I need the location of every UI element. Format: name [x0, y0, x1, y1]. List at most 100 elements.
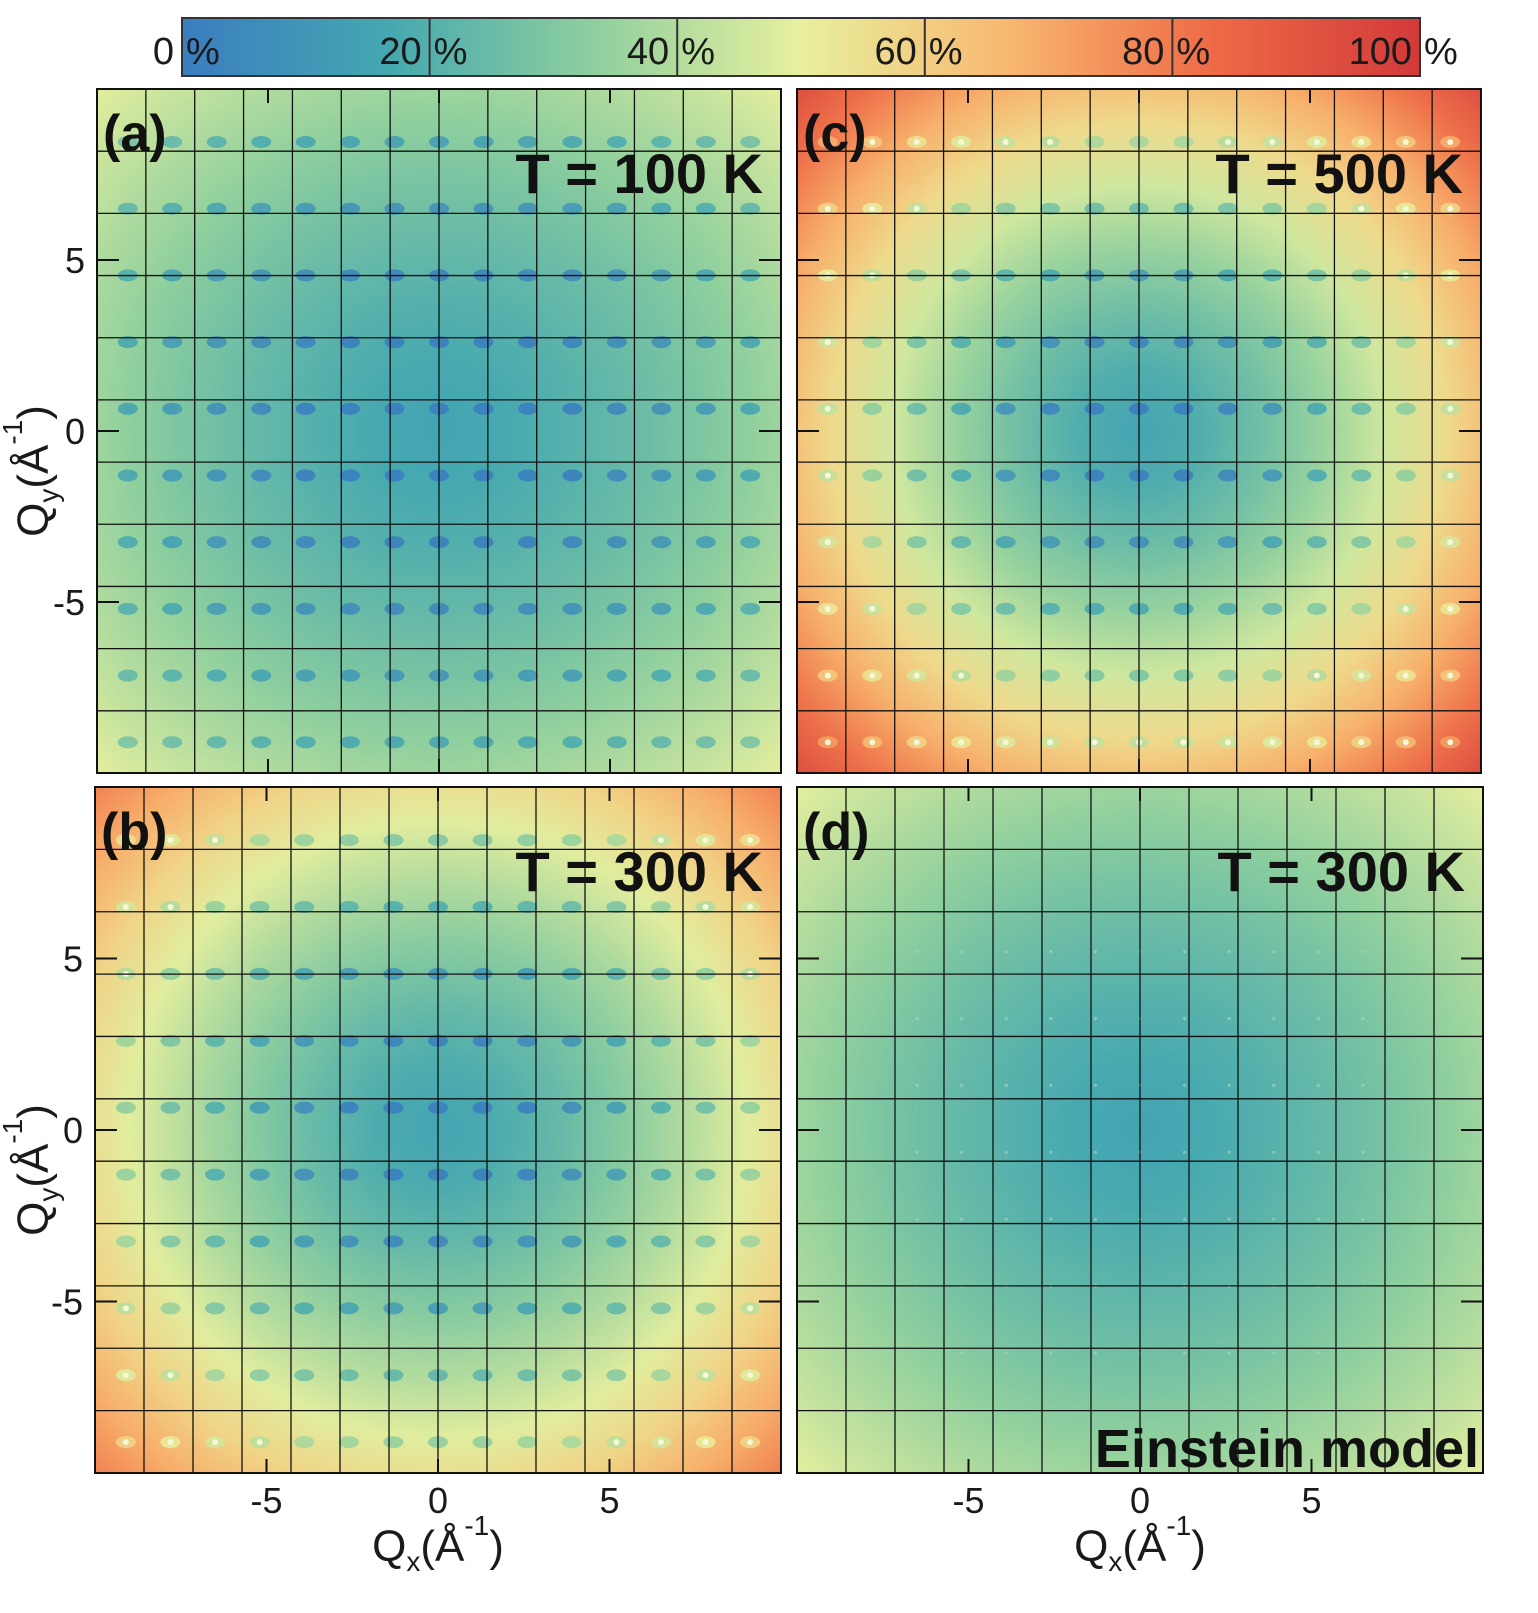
bragg-spot: [295, 469, 316, 482]
bragg-spot: [205, 901, 226, 914]
bragg-spot: [651, 336, 672, 349]
bragg-spot-core: [1447, 672, 1454, 679]
bragg-spot: [160, 1034, 181, 1047]
bragg-spot-core: [1358, 672, 1365, 679]
bragg-spot: [862, 336, 883, 349]
colorbar-unit-label: %: [929, 31, 963, 73]
bragg-spot: [340, 736, 361, 749]
bragg-spot: [1217, 336, 1238, 349]
bragg-spot-core: [1313, 139, 1320, 146]
bragg-spot: [295, 336, 316, 349]
bragg-spot: [1049, 1083, 1053, 1088]
bragg-spot: [561, 1101, 582, 1114]
heatmap-content: [97, 89, 781, 773]
bragg-spot: [249, 1302, 270, 1315]
temperature-label: T = 100 K: [516, 142, 763, 205]
bragg-spot: [1049, 950, 1053, 954]
bragg-spot: [651, 736, 672, 749]
bragg-spot: [338, 1235, 359, 1248]
bragg-spot: [384, 402, 405, 415]
bragg-spot: [340, 669, 361, 682]
bragg-spot: [517, 602, 538, 615]
panel-d: (d) T = 300 K Einstein model: [796, 786, 1484, 1479]
bragg-spot: [1182, 1083, 1187, 1088]
bragg-spot: [517, 1235, 538, 1248]
bragg-spot: [338, 834, 359, 847]
y-tick-label: -5: [51, 1282, 83, 1323]
bragg-spot: [473, 602, 494, 615]
bragg-spot: [906, 469, 927, 482]
bragg-spot: [561, 1168, 582, 1181]
bragg-spot: [249, 901, 270, 914]
bragg-spot: [650, 1168, 671, 1181]
bragg-spot-core: [824, 539, 831, 546]
bragg-spot: [695, 1302, 716, 1315]
bragg-spot: [906, 602, 927, 615]
x-tick-label: 5: [599, 1480, 619, 1521]
heatmap-content: [797, 89, 1481, 773]
bragg-spot: [1173, 136, 1194, 149]
bragg-spot: [960, 1217, 964, 1221]
bragg-spot: [606, 736, 627, 749]
y-tick-label: 5: [65, 240, 85, 281]
bragg-spot: [1395, 536, 1416, 549]
panel-b: (b) T = 300 K: [94, 786, 782, 1474]
bragg-spot: [517, 1436, 538, 1449]
bragg-spot: [1227, 1217, 1231, 1221]
bragg-spot: [740, 469, 761, 482]
bragg-spot: [995, 336, 1016, 349]
bragg-spot: [517, 536, 538, 549]
bragg-spot: [740, 602, 761, 615]
bragg-spot: [695, 736, 716, 749]
bragg-spot: [995, 536, 1016, 549]
bragg-spot: [915, 950, 919, 954]
x-tick-label: 0: [428, 1480, 448, 1521]
bragg-spot-core: [1358, 739, 1365, 746]
y-tick-label: 5: [63, 939, 83, 980]
bragg-spot-core: [1447, 139, 1454, 146]
bragg-spot: [1272, 950, 1276, 954]
bragg-spot-core: [1447, 605, 1454, 612]
bragg-spot: [606, 402, 627, 415]
bragg-spot: [251, 336, 272, 349]
x-axis-title-part: ): [1191, 1522, 1206, 1571]
bragg-spot-core: [1402, 605, 1409, 612]
bragg-spot: [562, 402, 583, 415]
bragg-spot: [740, 736, 761, 749]
bragg-spot: [1361, 950, 1365, 954]
bragg-spot: [1262, 602, 1283, 615]
bragg-spot: [384, 136, 405, 149]
bragg-spot: [206, 402, 227, 415]
bragg-spot-core: [1447, 472, 1454, 479]
bragg-spot-core: [256, 1439, 263, 1446]
bragg-spot: [1040, 669, 1061, 682]
bragg-spot: [695, 202, 716, 215]
bragg-spot: [1272, 1083, 1276, 1088]
bragg-spot: [383, 1369, 404, 1382]
bragg-spot-core: [1358, 205, 1365, 212]
bragg-spot: [651, 602, 672, 615]
bragg-spot: [695, 669, 716, 682]
x-tick-label: -5: [952, 1480, 984, 1521]
bragg-spot: [1004, 1351, 1008, 1355]
bragg-spot: [295, 602, 316, 615]
x-tick-label: 5: [1301, 1480, 1321, 1521]
bragg-spot: [473, 469, 494, 482]
bragg-spot: [295, 402, 316, 415]
bragg-spot-core: [1447, 205, 1454, 212]
bragg-spot: [951, 536, 972, 549]
heatmap-content: [797, 787, 1483, 1473]
bragg-spot-core: [122, 837, 129, 844]
bragg-spot: [115, 1168, 136, 1181]
bragg-spot: [1306, 202, 1327, 215]
bragg-spot: [562, 202, 583, 215]
bragg-spot-core: [913, 139, 920, 146]
bragg-spot: [1173, 469, 1194, 482]
bragg-spot: [473, 402, 494, 415]
bragg-spot: [1227, 1351, 1231, 1355]
bragg-spot: [960, 950, 964, 954]
bragg-spot: [915, 1351, 919, 1355]
bragg-spot: [562, 136, 583, 149]
bragg-spot: [473, 669, 494, 682]
bragg-spot: [606, 1302, 627, 1315]
